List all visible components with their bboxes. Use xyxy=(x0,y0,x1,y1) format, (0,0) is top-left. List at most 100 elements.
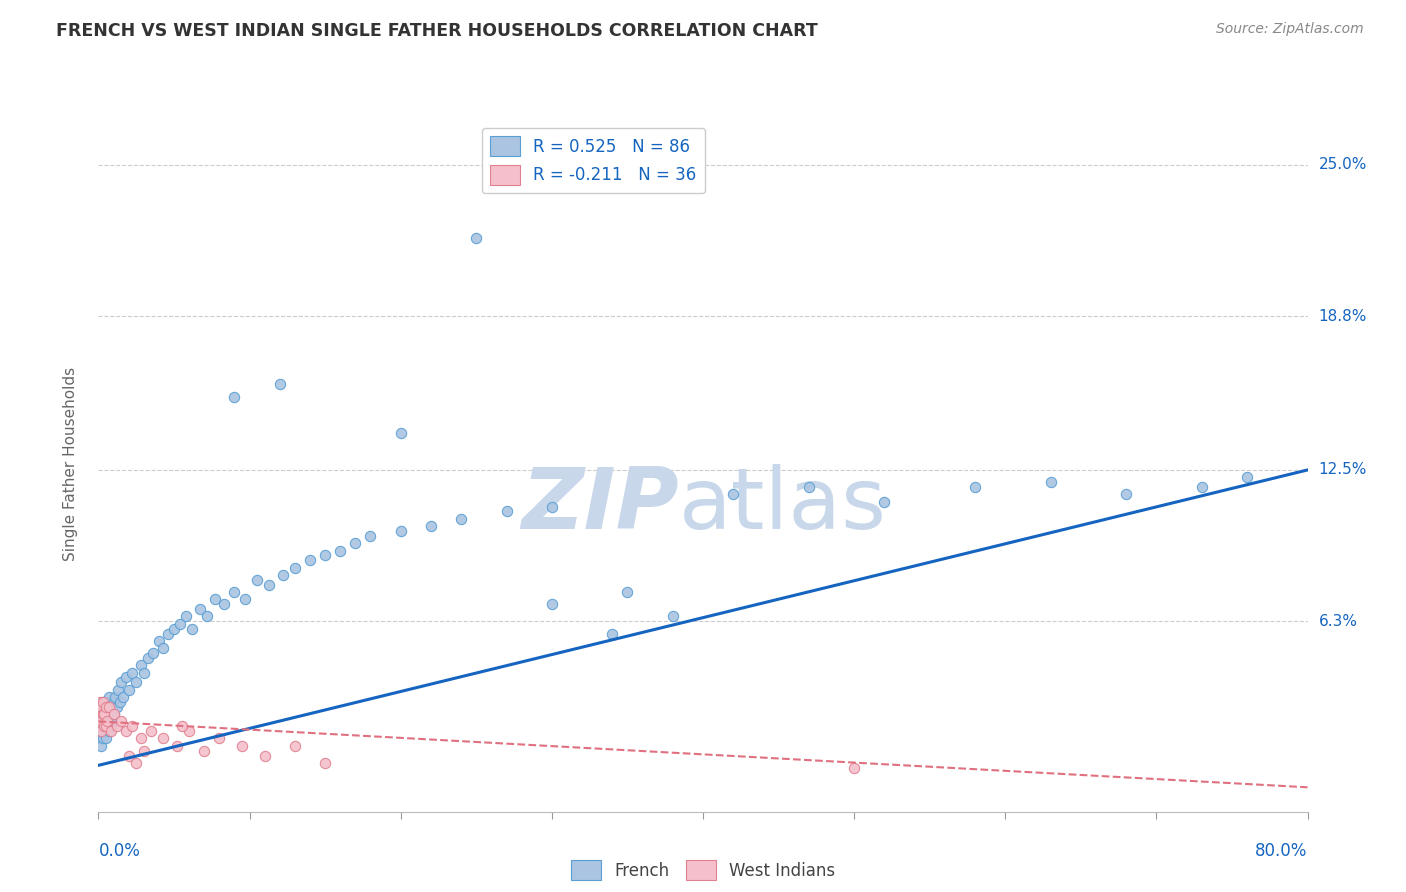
Point xyxy=(114,670,136,684)
Point xyxy=(105,719,128,733)
Point xyxy=(465,231,488,245)
Point xyxy=(152,641,174,656)
Point xyxy=(797,480,820,494)
Point xyxy=(132,665,155,680)
Point xyxy=(103,695,125,709)
Point xyxy=(91,695,114,709)
Text: FRENCH VS WEST INDIAN SINGLE FATHER HOUSEHOLDS CORRELATION CHART: FRENCH VS WEST INDIAN SINGLE FATHER HOUS… xyxy=(56,22,818,40)
Point xyxy=(91,731,114,746)
Point xyxy=(132,744,155,758)
Point xyxy=(314,549,336,563)
Text: 25.0%: 25.0% xyxy=(1319,157,1367,172)
Point xyxy=(121,719,143,733)
Point xyxy=(93,724,115,739)
Point xyxy=(224,390,246,404)
Y-axis label: Single Father Households: Single Father Households xyxy=(63,367,77,561)
Point xyxy=(284,739,307,753)
Point xyxy=(661,609,683,624)
Point xyxy=(233,592,256,607)
Point xyxy=(269,377,291,392)
Point xyxy=(129,731,152,746)
Point xyxy=(108,695,131,709)
Point xyxy=(107,682,129,697)
Point xyxy=(253,748,276,763)
Point xyxy=(284,560,307,574)
Point xyxy=(299,553,322,567)
Point xyxy=(129,658,152,673)
Point xyxy=(141,724,163,739)
Point xyxy=(90,739,112,753)
Point xyxy=(110,714,132,729)
Point xyxy=(602,626,624,640)
Point xyxy=(91,695,114,709)
Point xyxy=(98,699,121,714)
Point xyxy=(174,609,197,624)
Point xyxy=(89,719,111,733)
Point xyxy=(103,707,125,722)
Point xyxy=(103,707,125,722)
Point xyxy=(1039,475,1062,490)
Text: ZIP: ZIP xyxy=(522,464,679,547)
Point xyxy=(419,519,441,533)
Point xyxy=(100,707,122,722)
Point xyxy=(94,731,117,746)
Point xyxy=(163,622,186,636)
Text: Source: ZipAtlas.com: Source: ZipAtlas.com xyxy=(1216,22,1364,37)
Text: 12.5%: 12.5% xyxy=(1319,462,1367,477)
Point xyxy=(1191,480,1213,494)
Point xyxy=(125,756,148,770)
Point xyxy=(271,568,294,582)
Text: 6.3%: 6.3% xyxy=(1319,614,1358,629)
Point xyxy=(94,699,117,714)
Point xyxy=(873,494,896,508)
Point xyxy=(94,719,117,733)
Point xyxy=(1236,470,1258,484)
Point xyxy=(195,609,218,624)
Point xyxy=(136,651,159,665)
Point xyxy=(208,731,231,746)
Point xyxy=(114,724,136,739)
Point xyxy=(170,719,193,733)
Point xyxy=(495,504,517,518)
Point xyxy=(89,695,111,709)
Point xyxy=(100,719,122,733)
Point xyxy=(540,500,562,514)
Point xyxy=(94,719,117,733)
Point xyxy=(90,724,112,739)
Point xyxy=(91,707,114,722)
Legend: French, West Indians: French, West Indians xyxy=(564,854,842,887)
Point xyxy=(93,707,115,722)
Point xyxy=(90,724,112,739)
Point xyxy=(94,695,117,709)
Point xyxy=(93,699,115,714)
Point xyxy=(89,707,111,722)
Point xyxy=(148,633,170,648)
Point xyxy=(329,543,352,558)
Point xyxy=(93,714,115,729)
Text: 0.0%: 0.0% xyxy=(98,842,141,860)
Point xyxy=(360,529,382,543)
Point xyxy=(110,675,132,690)
Point xyxy=(181,622,204,636)
Point xyxy=(96,699,118,714)
Point xyxy=(152,731,174,746)
Point xyxy=(125,675,148,690)
Point xyxy=(89,707,111,722)
Point xyxy=(844,761,866,775)
Point xyxy=(100,724,122,739)
Point xyxy=(204,592,226,607)
Point xyxy=(101,699,124,714)
Text: 18.8%: 18.8% xyxy=(1319,309,1367,324)
Point xyxy=(89,731,111,746)
Point xyxy=(257,577,280,591)
Point xyxy=(224,585,246,599)
Point xyxy=(166,739,188,753)
Point xyxy=(96,714,118,729)
Point xyxy=(314,756,336,770)
Point xyxy=(98,690,121,704)
Point xyxy=(193,744,215,758)
Point xyxy=(231,739,253,753)
Point xyxy=(142,646,165,660)
Point xyxy=(246,573,269,587)
Point xyxy=(93,707,115,722)
